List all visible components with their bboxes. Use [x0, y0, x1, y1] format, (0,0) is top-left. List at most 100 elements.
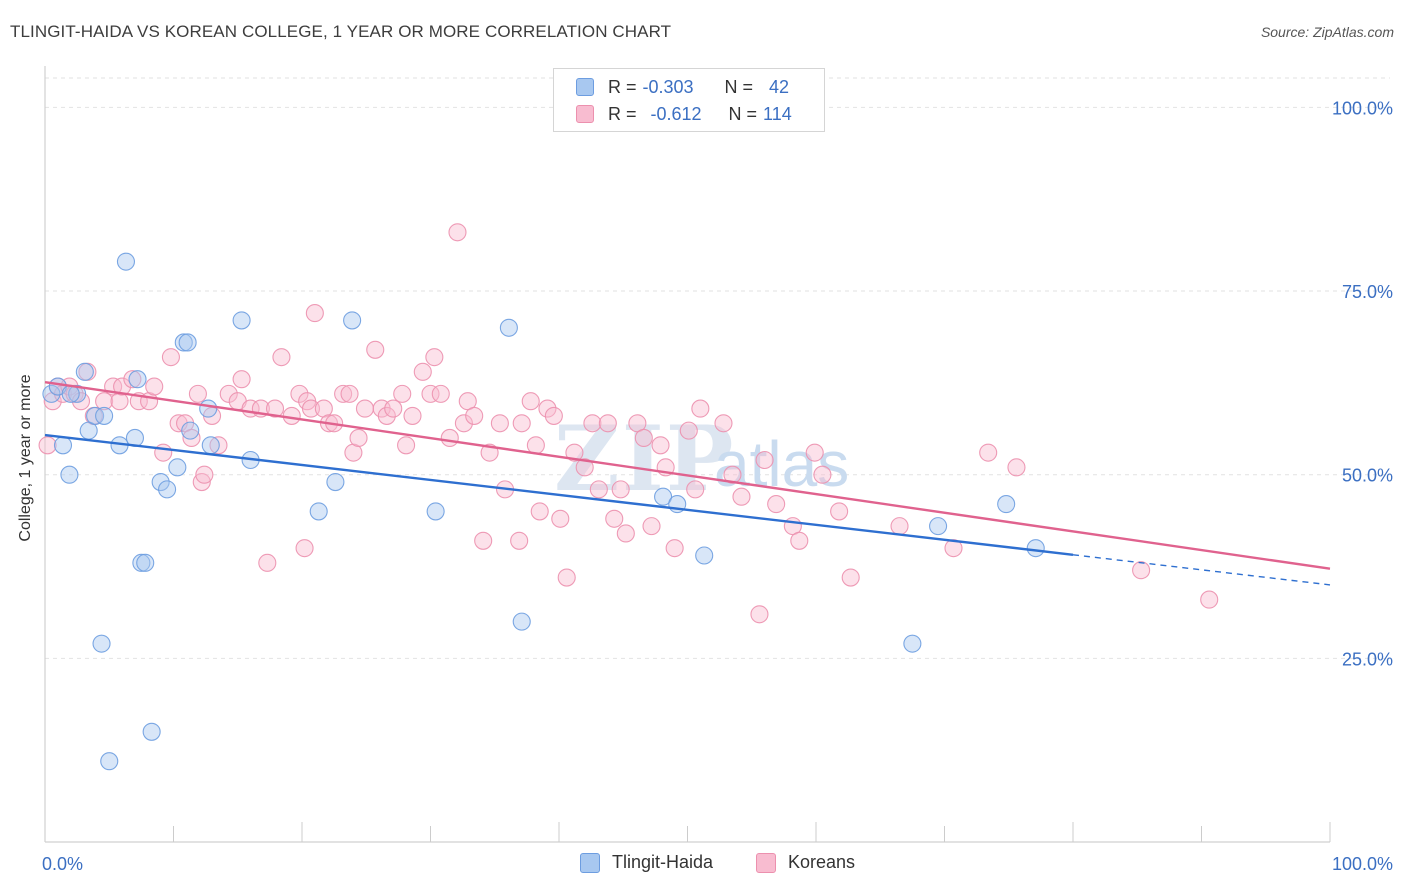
koreans-point [611, 480, 630, 499]
tick-labels: 25.0% 50.0% 75.0% 100.0% 0.0% 100.0% [42, 98, 1393, 874]
koreans-point [340, 384, 359, 403]
koreans-point [272, 348, 291, 367]
chart-title: TLINGIT-HAIDA VS KOREAN COLLEGE, 1 YEAR … [10, 22, 672, 41]
legend-item-tlingit-haida: Tlingit-Haida [580, 852, 713, 873]
tlingit-haida-point [426, 502, 445, 521]
legend-r-value: -0.612 [650, 103, 702, 124]
koreans-point [182, 428, 201, 448]
tlingit-haida-point [1026, 539, 1045, 558]
koreans-point [605, 509, 624, 528]
tlingit-haida-point [132, 553, 151, 572]
legend-label-koreans: Koreans [788, 852, 856, 872]
koreans-point [123, 370, 142, 389]
koreans-point [790, 531, 809, 550]
axes [44, 66, 1331, 843]
koreans-point [448, 223, 467, 242]
koreans-point [805, 443, 824, 462]
koreans-point [393, 384, 412, 403]
tlingit-haida-point [42, 384, 61, 403]
tlingit-haida-point [903, 634, 922, 653]
koreans-point [431, 384, 450, 403]
koreans-point [290, 384, 309, 403]
trend-lines [44, 380, 1331, 586]
koreans-point [651, 436, 670, 455]
koreans-point [598, 414, 617, 433]
tlingit-haida-point [174, 333, 193, 352]
tlingit-haida-point [326, 472, 345, 492]
koreans-point [465, 406, 484, 425]
legend-swatch-koreans [576, 105, 594, 123]
koreans-point [634, 428, 653, 448]
koreans-point [551, 509, 570, 528]
source-credit: Source: ZipAtlas.com [1260, 24, 1394, 40]
tlingit-haida-point [128, 370, 147, 389]
koreans-point [154, 443, 173, 462]
koreans-point [691, 399, 710, 418]
koreans-point [113, 377, 132, 396]
koreans-point [526, 436, 545, 455]
y-tick-label: 50.0% [1342, 466, 1393, 486]
legend-row-tlingit-haida: R = -0.303 N = 42 [576, 75, 789, 99]
koreans-point [188, 384, 207, 403]
koreans-point [349, 428, 368, 448]
tlingit-haida-point [60, 465, 79, 484]
koreans-point [665, 539, 684, 558]
koreans-point [95, 392, 114, 411]
tlingit-haida-point [499, 318, 518, 337]
legend-item-koreans: Koreans [756, 852, 855, 873]
koreans-point [366, 340, 385, 359]
koreans-point [616, 524, 635, 543]
koreans-point [195, 465, 214, 484]
tlingit-haida-point [232, 311, 251, 330]
tlingit-haida-point [997, 495, 1016, 514]
koreans-point [377, 406, 396, 425]
legend-label-tlingit-haida: Tlingit-Haida [612, 852, 714, 872]
legend-r-label: R = [608, 76, 637, 97]
koreans-point [714, 414, 733, 433]
x-tick-label-start: 0.0% [42, 854, 83, 874]
koreans-point [750, 605, 769, 624]
grid-lines [45, 77, 1390, 659]
koreans-point [512, 414, 531, 433]
tlingit-haida-point [116, 252, 136, 271]
koreans-point [38, 436, 57, 455]
koreans-point [510, 531, 529, 550]
koreans-point [813, 465, 832, 484]
series-legend: Tlingit-Haida Koreans [0, 852, 1406, 876]
trend-line-tlingit-haida-extension [1072, 554, 1331, 586]
tlingit-haida-point [929, 517, 948, 536]
koreans-point [1200, 590, 1219, 609]
tlingit-haida-point [199, 399, 218, 418]
koreans-point [1007, 458, 1026, 477]
koreans-point [474, 531, 493, 550]
koreans-point [538, 399, 557, 418]
tlingit-haida-point [100, 752, 119, 771]
tlingit-haida-point [151, 472, 170, 492]
series-koreans-points [38, 223, 1219, 624]
tlingit-haida-point [654, 487, 673, 506]
tlingit-haida-point [343, 311, 362, 330]
legend-n-value: 42 [769, 76, 790, 97]
tlingit-haida-point [695, 546, 714, 565]
koreans-point [490, 414, 509, 433]
koreans-point [575, 458, 594, 477]
y-tick-label: 100.0% [1332, 98, 1393, 118]
koreans-point [642, 517, 661, 536]
tlingit-haida-point [158, 480, 177, 499]
koreans-point [830, 502, 849, 521]
koreans-point [583, 414, 602, 433]
tlingit-haida-point [142, 722, 161, 741]
koreans-point [521, 392, 540, 411]
koreans-point [301, 399, 321, 418]
koreans-point [169, 414, 188, 433]
koreans-point [841, 568, 860, 587]
trend-line-koreans [44, 380, 1331, 570]
koreans-point [979, 443, 998, 462]
trend-line-tlingit-haida [44, 433, 1074, 556]
legend-r-label: R = [608, 103, 637, 124]
koreans-point [421, 384, 440, 403]
tlingit-haida-point [201, 436, 220, 455]
koreans-point [295, 539, 314, 558]
koreans-point [334, 384, 353, 403]
